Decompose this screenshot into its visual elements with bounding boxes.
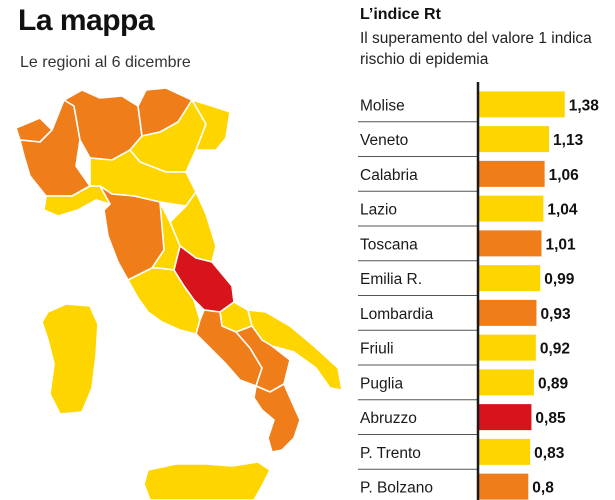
category-label: Emilia R.: [360, 271, 422, 288]
value-label: 0,83: [534, 445, 565, 462]
bar-lombardia: [478, 299, 537, 326]
rt-bar-chart: Molise 1,38 Veneto 1,13 Calabria 1,06 Lazio 1,0…: [358, 82, 600, 500]
category-label: Friuli: [360, 341, 394, 358]
bar-puglia: [478, 369, 534, 396]
category-label: Calabria: [360, 167, 418, 184]
region-calabria: [253, 383, 301, 453]
value-label: 1,06: [549, 167, 580, 184]
italy-map: [15, 87, 343, 500]
bar-veneto: [478, 126, 550, 153]
bar-toscana: [478, 230, 542, 257]
bar-molise: [478, 91, 565, 118]
value-label: 0,93: [540, 306, 571, 323]
map-panel: La mappa Le regioni al 6 dicembre: [15, 4, 343, 500]
rt-panel: L’indice Rt Il superamento del valore 1 …: [352, 0, 615, 500]
value-label: 1,04: [547, 202, 578, 219]
value-label: 0,89: [538, 375, 569, 392]
bar-emilia-r: [478, 265, 541, 292]
category-label: Lombardia: [360, 306, 434, 323]
bar-p-trento: [478, 438, 531, 465]
category-label: Puglia: [360, 375, 403, 392]
bar-abruzzo: [478, 404, 532, 431]
bar-friuli: [478, 334, 536, 361]
map-title: La mappa: [18, 4, 155, 37]
region-liguria: [43, 185, 111, 217]
category-label: Veneto: [360, 132, 408, 149]
value-label: 1,01: [545, 236, 576, 253]
category-label: P. Trento: [360, 445, 421, 462]
category-label: Abruzzo: [360, 410, 417, 427]
value-label: 0,8: [532, 480, 554, 497]
region-sardegna: [41, 303, 99, 415]
chart-subtitle: Il superamento del valore 1 indica risch…: [360, 30, 592, 68]
region-piemonte: [19, 99, 91, 197]
value-label: 1,13: [553, 132, 584, 149]
category-label: Lazio: [360, 202, 397, 219]
value-label: 0,92: [540, 341, 570, 358]
bar-calabria: [478, 160, 545, 187]
bar-lazio: [478, 195, 544, 222]
map-subtitle: Le regioni al 6 dicembre: [20, 54, 191, 71]
category-label: Toscana: [360, 236, 418, 253]
value-label: 1,38: [569, 97, 600, 114]
category-label: P. Bolzano: [360, 480, 433, 497]
value-label: 0,85: [535, 410, 566, 427]
bar-p-bolzano: [478, 473, 529, 500]
region-friuli: [191, 99, 231, 151]
region-sicilia: [143, 461, 271, 500]
category-label: Molise: [360, 97, 405, 114]
chart-title: L’indice Rt: [360, 6, 441, 23]
value-label: 0,99: [544, 271, 575, 288]
